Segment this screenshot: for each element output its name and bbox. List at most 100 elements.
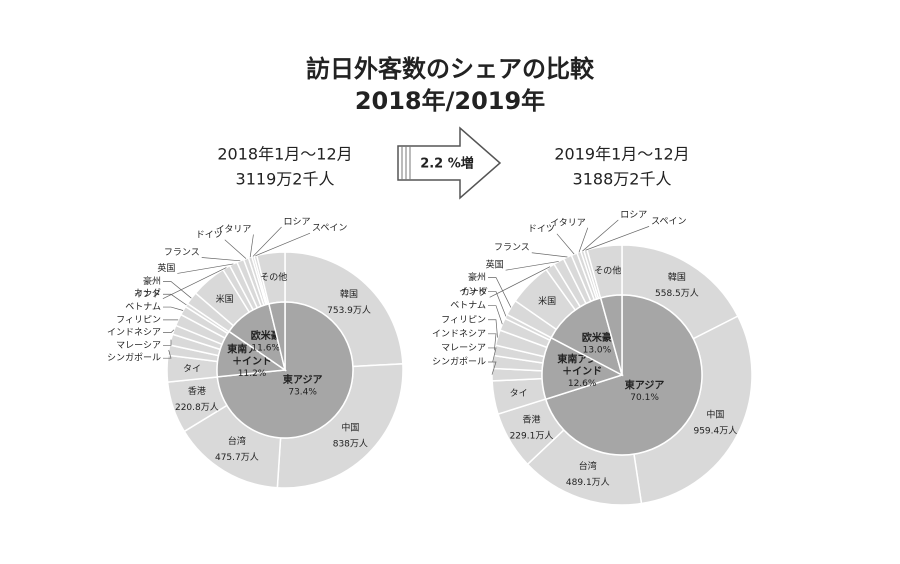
outer-label: ベトナム	[450, 300, 486, 311]
inner-value-label: 11.6%	[251, 343, 280, 353]
inner-value-label: 11.2%	[238, 369, 267, 379]
outer-label: タイ	[183, 363, 201, 374]
outer-label: マレーシア	[116, 341, 161, 351]
outer-label: 台湾	[579, 460, 597, 472]
outer-label: 韓国	[668, 272, 686, 283]
outer-label: 英国	[486, 259, 504, 271]
inner-value-label: 12.6%	[568, 379, 597, 389]
outer-label: フランス	[164, 247, 200, 258]
leader-line	[505, 261, 559, 271]
outer-label: イタリア	[216, 224, 252, 235]
outer-label: インド	[134, 290, 161, 300]
inner-label: ＋インド	[562, 365, 602, 377]
outer-label: ロシア	[284, 218, 311, 228]
outer-value-label: 959.4万人	[693, 426, 737, 437]
leader-line	[582, 219, 619, 252]
chart-subtitle: 3119万2千人	[236, 170, 335, 189]
inner-label: 東アジア	[625, 379, 665, 392]
leader-line	[162, 267, 227, 300]
outer-label: タイ	[510, 388, 528, 399]
inner-segment	[544, 294, 703, 456]
outer-label: ベトナム	[125, 302, 161, 313]
leader-line	[488, 319, 498, 338]
leader-line	[163, 281, 192, 299]
leader-line	[163, 329, 175, 333]
leader-line	[163, 350, 172, 359]
outer-label: イタリア	[550, 217, 586, 228]
outer-label: その他	[260, 271, 287, 283]
inner-label: 東アジア	[283, 373, 323, 386]
leader-line	[585, 226, 650, 251]
outer-label: カナダ	[134, 287, 161, 299]
leader-line	[488, 291, 507, 317]
title-line: 2018年/2019年	[355, 87, 545, 115]
outer-value-label: 558.5万人	[655, 288, 699, 299]
leader-line	[488, 361, 497, 375]
leader-line	[201, 257, 241, 262]
outer-value-label: 220.8万人	[175, 402, 219, 413]
outer-label: 中国	[706, 409, 724, 421]
inner-value-label: 13.0%	[583, 345, 612, 355]
outer-label: シンガポール	[432, 357, 486, 368]
outer-label: スペイン	[312, 224, 347, 234]
outer-label: インドネシア	[107, 327, 161, 338]
outer-label: カナダ	[461, 286, 488, 298]
change-arrow: 2.2 %増	[397, 126, 502, 200]
leader-line	[488, 305, 503, 325]
leader-line	[252, 226, 282, 257]
leader-line	[163, 293, 187, 306]
outer-label: ドイツ	[528, 224, 555, 234]
outer-label: インドネシア	[432, 328, 486, 339]
inner-segment	[541, 336, 624, 401]
outer-value-label: 229.1万人	[510, 431, 554, 442]
leader-line	[163, 339, 172, 346]
leader-line	[249, 234, 254, 258]
outer-label: 豪州	[468, 271, 486, 283]
outer-value-label: 753.9万人	[327, 305, 371, 316]
leader-line	[488, 277, 512, 308]
outer-value-label: 838万人	[333, 439, 368, 450]
leader-line	[488, 347, 497, 362]
inner-value-label: 70.1%	[630, 393, 659, 403]
outer-label: 韓国	[340, 289, 358, 300]
outer-label: シンガポール	[107, 353, 161, 364]
outer-label: フランス	[494, 242, 530, 253]
outer-label: 豪州	[143, 275, 161, 287]
outer-label: インド	[459, 287, 486, 297]
outer-label: マレーシア	[441, 343, 486, 353]
leader-line	[489, 266, 551, 298]
inner-segment	[268, 301, 286, 371]
inner-label: ＋インド	[232, 356, 272, 368]
outer-label: 米国	[538, 295, 556, 307]
outer-label: スペイン	[651, 217, 686, 227]
outer-value-label: 475.7万人	[215, 452, 259, 463]
outer-label: 中国	[341, 422, 359, 434]
inner-segment	[550, 296, 624, 377]
chart-title: 2018年1月～12月	[217, 145, 352, 164]
inner-label: 欧米豪	[582, 331, 612, 344]
outer-label: ロシア	[620, 211, 647, 221]
outer-label: ドイツ	[196, 230, 223, 240]
outer-value-label: 489.1万人	[566, 477, 610, 488]
inner-segment	[599, 294, 623, 376]
outer-label: 英国	[157, 262, 175, 274]
outer-label: フィリピン	[441, 314, 486, 325]
title-line: 訪日外客数のシェアの比較	[306, 55, 595, 83]
inner-label: 欧米豪	[251, 329, 281, 342]
inner-value-label: 73.4%	[288, 387, 317, 397]
outer-label: 台湾	[228, 435, 246, 447]
outer-label: フィリピン	[116, 314, 161, 325]
leader-line	[531, 252, 568, 258]
outer-label: その他	[594, 264, 621, 276]
chart-subtitle: 3188万2千人	[573, 170, 672, 189]
leader-line	[177, 263, 234, 274]
chart-title: 2019年1月～12月	[554, 145, 689, 164]
outer-label: 米国	[216, 293, 234, 305]
leader-line	[488, 333, 497, 351]
leader-line	[224, 239, 247, 259]
leader-line	[255, 232, 311, 257]
leader-line	[578, 227, 589, 253]
leader-line	[163, 306, 184, 311]
leader-line	[556, 233, 575, 255]
